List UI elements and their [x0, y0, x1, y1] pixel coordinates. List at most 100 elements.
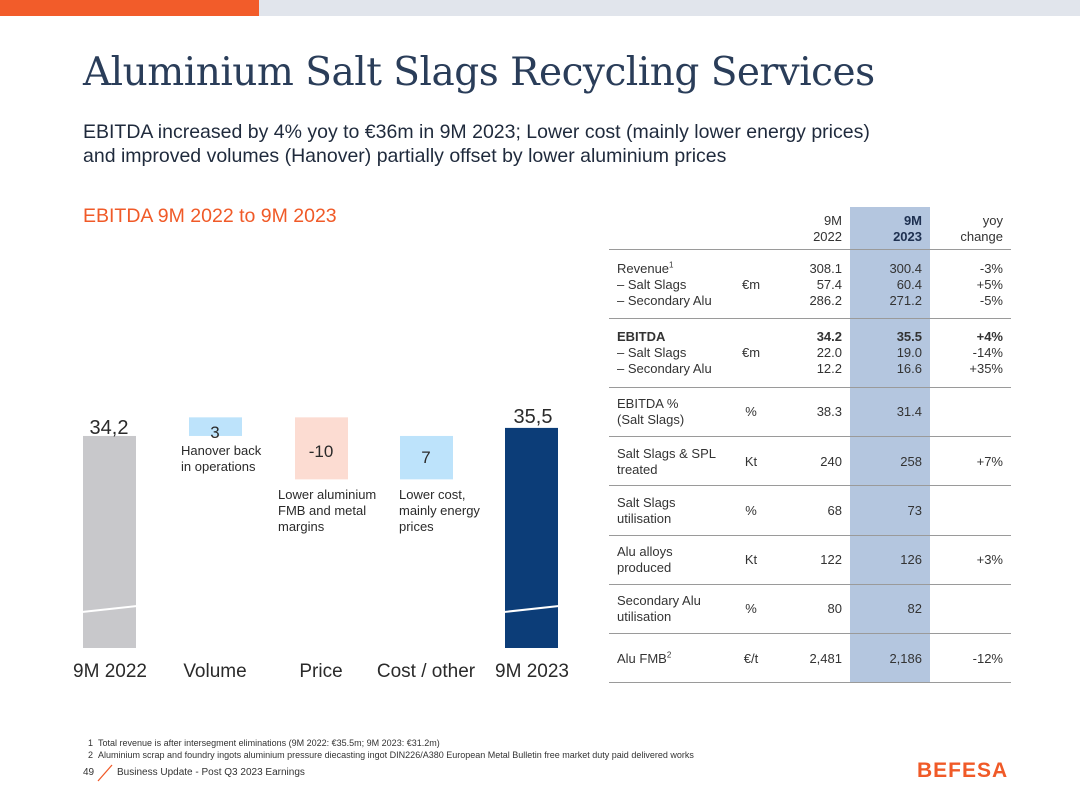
row-revenue-secondary-alu-label: – Secondary Alu: [617, 293, 712, 308]
row-ebitda-margin-label-1: EBITDA %: [617, 396, 679, 411]
revenue-salt-slags-yoy: +5%: [976, 277, 1003, 292]
revenue-secondary-alu-yoy: -5%: [979, 293, 1003, 308]
alu-alloys-yoy: +3%: [976, 552, 1003, 567]
footnote-1-text: Total revenue is after intersegment elim…: [98, 738, 440, 748]
bar-value-cost: 7: [421, 448, 431, 467]
table-divider: [609, 436, 1011, 437]
header-yoy-change: yoy change: [930, 213, 1003, 245]
category-label-9m-2022: 9M 2022: [73, 661, 147, 682]
annotation-cost: Lower cost, mainly energy prices: [399, 487, 480, 535]
footnote-2-text: Aluminium scrap and foundry ingots alumi…: [98, 750, 694, 760]
table-divider: [609, 318, 1011, 319]
row-revenue-label: Revenue1: [617, 261, 674, 277]
annotation-price-line-1: Lower aluminium: [278, 487, 377, 502]
salt-slags-util-2023: 73: [907, 503, 922, 518]
row-salt-slags-treated-label-1: Salt Slags & SPL: [617, 446, 716, 461]
annotation-volume-line-2: in operations: [181, 459, 256, 474]
row-secondary-alu-util-label-1: Secondary Alu: [617, 593, 701, 608]
footer-slash-icon: [97, 764, 113, 782]
table-divider: [609, 485, 1011, 486]
salt-slags-treated-unit: Kt: [744, 454, 758, 469]
annotation-price-line-3: margins: [278, 519, 325, 534]
row-alu-alloys-label-1: Alu alloys: [617, 544, 673, 559]
ebitda-secondary-alu-yoy: +35%: [969, 361, 1003, 376]
header-yoy-line-1: yoy: [982, 213, 1003, 228]
table-bottom-border: [609, 682, 1011, 683]
row-alu-fmb-label: Alu FMB2: [617, 651, 671, 667]
alu-fmb-2022: 2,481: [809, 651, 842, 666]
ebitda-unit: €m: [741, 345, 761, 360]
subtitle-line-1: EBITDA increased by 4% yoy to €36m in 9M…: [83, 121, 870, 143]
header-yoy-line-2: change: [960, 229, 1003, 244]
axis-break-9m-2022: [81, 605, 138, 613]
salt-slags-util-unit: %: [745, 503, 757, 518]
footnote-1: 1 Total revenue is after intersegment el…: [88, 737, 694, 749]
alu-alloys-unit: Kt: [744, 552, 758, 567]
row-secondary-alu-util-label-2: utilisation: [617, 609, 672, 624]
ebitda-margin-2022: 38.3: [816, 404, 842, 419]
table-divider: [609, 584, 1011, 585]
page-number: 49: [83, 767, 95, 778]
header-9m-2023: 9M 2023: [850, 213, 922, 245]
secondary-alu-util-2022: 80: [827, 601, 842, 616]
annotation-cost-line-1: Lower cost,: [399, 487, 466, 502]
row-ebitda-margin-label-2: (Salt Slags): [617, 412, 685, 427]
salt-slags-treated-yoy: +7%: [976, 454, 1003, 469]
bar-value-9m-2023: 35,5: [513, 406, 553, 428]
footnote-1-number: 1: [88, 738, 94, 748]
ebitda-waterfall-chart: [81, 417, 560, 648]
page-title: Aluminium Salt Slags Recycling Services: [83, 50, 875, 95]
footnotes: 1 Total revenue is after intersegment el…: [88, 737, 694, 761]
header-9m-2022-line-2: 2022: [813, 229, 842, 244]
ebitda-secondary-alu-2022: 12.2: [816, 361, 842, 376]
row-ebitda-label: EBITDA: [617, 329, 666, 344]
row-alu-alloys-label-2: produced: [617, 560, 672, 575]
revenue-salt-slags-2022: 57.4: [816, 277, 842, 292]
row-salt-slags-treated-label-2: treated: [617, 462, 658, 477]
highlight-column-9m-2023: [850, 207, 930, 682]
ebitda-salt-slags-2022: 22.0: [816, 345, 842, 360]
bar-cost: [400, 435, 453, 480]
salt-slags-treated-2023: 258: [900, 454, 922, 469]
table-divider: [609, 249, 1011, 250]
ebitda-salt-slags-yoy: -14%: [972, 345, 1003, 360]
annotation-volume: Hanover back in operations: [181, 443, 261, 475]
header-9m-2022: 9M 2022: [770, 213, 842, 245]
ebitda-2023: 35.5: [896, 329, 922, 344]
revenue-2022: 308.1: [809, 261, 842, 276]
row-revenue-salt-slags-label: – Salt Slags: [617, 277, 687, 292]
top-accent-bar: [0, 0, 259, 16]
revenue-2023: 300.4: [889, 261, 922, 276]
ebitda-margin-unit: %: [745, 404, 757, 419]
alu-alloys-2022: 122: [820, 552, 842, 567]
ebitda-yoy: +4%: [976, 329, 1003, 344]
ebitda-2022: 34.2: [816, 329, 842, 344]
footnote-2: 2 Aluminium scrap and foundry ingots alu…: [88, 749, 694, 761]
header-9m-2023-line-1: 9M: [903, 213, 922, 228]
revenue-secondary-alu-2023: 271.2: [889, 293, 922, 308]
bar-9m-2022: [83, 435, 136, 648]
alu-alloys-2023: 126: [900, 552, 922, 567]
salt-slags-util-2022: 68: [827, 503, 842, 518]
revenue-secondary-alu-2022: 286.2: [809, 293, 842, 308]
revenue-label: Revenue: [617, 261, 670, 276]
annotation-cost-line-2: mainly energy: [399, 503, 480, 518]
chart-section-title: EBITDA 9M 2022 to 9M 2023: [83, 205, 337, 227]
table-divider: [609, 387, 1011, 388]
category-label-volume: Volume: [183, 661, 247, 682]
ebitda-salt-slags-2023: 19.0: [896, 345, 922, 360]
alu-fmb-footnote-ref: 2: [666, 650, 672, 660]
ebitda-secondary-alu-2023: 16.6: [896, 361, 922, 376]
annotation-price-line-2: FMB and metal: [278, 503, 367, 518]
secondary-alu-util-2023: 82: [907, 601, 922, 616]
table-divider: [609, 633, 1011, 634]
top-grey-bar: [259, 0, 1080, 16]
footer-text: Business Update - Post Q3 2023 Earnings: [117, 767, 305, 778]
salt-slags-treated-2022: 240: [820, 454, 842, 469]
row-salt-slags-util-label-1: Salt Slags: [617, 495, 676, 510]
row-salt-slags-util-label-2: utilisation: [617, 511, 672, 526]
ebitda-margin-2023: 31.4: [896, 404, 922, 419]
alu-fmb-unit: €/t: [743, 651, 759, 666]
header-9m-2023-line-2: 2023: [893, 229, 922, 244]
